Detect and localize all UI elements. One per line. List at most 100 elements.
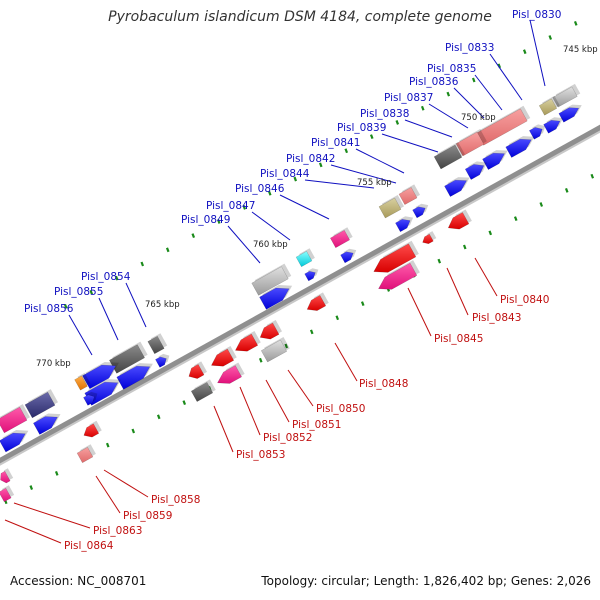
gene-features — [0, 83, 582, 503]
tick-mark — [140, 261, 145, 267]
accession-text: Accession: NC_008701 — [10, 574, 147, 588]
genome-summary-text: Topology: circular; Length: 1,826,402 bp… — [261, 574, 591, 588]
gene-label: Pisl_0854 — [81, 271, 131, 283]
leader-line — [279, 194, 330, 220]
gene-feature — [378, 260, 420, 290]
tick-mark — [267, 190, 272, 196]
gene-feature — [340, 248, 357, 264]
tick-mark — [446, 91, 451, 97]
backbone-shadow — [0, 129, 600, 466]
leader-line — [125, 282, 147, 328]
gene-label: Pisl_0835 — [427, 63, 476, 75]
gene-feature — [433, 142, 465, 170]
gene-feature — [444, 177, 470, 197]
tick-mark — [573, 20, 578, 26]
leader-line — [404, 119, 453, 138]
gene-feature — [398, 184, 421, 205]
leader-line — [103, 469, 149, 498]
tick-mark — [165, 247, 170, 253]
gene-label: Pisl_0855 — [54, 286, 103, 298]
gene-feature — [188, 361, 208, 379]
tick-mark — [54, 471, 59, 476]
gene-feature — [412, 203, 429, 219]
tick-mark — [293, 176, 298, 182]
gene-feature — [82, 362, 119, 390]
gene-feature — [74, 372, 91, 391]
leader-line — [68, 314, 93, 356]
leader-line — [529, 19, 546, 87]
gene-feature — [0, 404, 31, 434]
tick-mark — [564, 187, 569, 193]
tick-mark — [590, 173, 595, 179]
tick-mark — [344, 148, 349, 154]
gene-feature — [558, 104, 582, 123]
scale-label: 770 kbp — [36, 359, 71, 369]
gene-label: Pisl_0848 — [359, 378, 408, 390]
gene-feature — [259, 319, 283, 340]
tick-mark — [258, 357, 263, 363]
gene-label: Pisl_0845 — [434, 333, 483, 345]
gene-feature — [395, 216, 414, 233]
label-leader-lines — [4, 19, 546, 544]
leader-line — [213, 405, 234, 453]
gene-feature — [155, 353, 170, 368]
leader-line — [489, 53, 523, 101]
gene-label: Pisl_0851 — [292, 419, 341, 431]
scale-label: 750 kbp — [461, 113, 496, 123]
gene-feature — [260, 336, 290, 363]
tick-mark — [539, 202, 544, 207]
gene-feature — [259, 285, 293, 310]
map-title: Pyrobaculum islandicum DSM 4184, complet… — [108, 9, 492, 25]
gene-label: Pisl_0842 — [286, 153, 335, 165]
gene-feature — [304, 268, 319, 282]
tick-mark — [395, 120, 400, 125]
tick-mark — [462, 244, 467, 250]
gene-feature — [538, 95, 560, 116]
gene-label: Pisl_0830 — [512, 9, 561, 21]
gene-label: Pisl_0839 — [337, 122, 386, 134]
tick-mark — [105, 442, 110, 448]
gene-feature — [109, 341, 148, 374]
gene-label: Pisl_0858 — [151, 494, 200, 506]
gene-feature — [373, 240, 419, 273]
gene-label: Pisl_0852 — [263, 432, 312, 444]
gene-label: Pisl_0847 — [206, 200, 255, 212]
gene-feature — [76, 444, 96, 464]
leader-line — [407, 287, 432, 337]
tick-mark — [420, 105, 425, 111]
tick-mark — [522, 49, 527, 55]
gene-feature — [482, 150, 508, 170]
leader-line — [428, 103, 469, 129]
gene-feature — [251, 263, 292, 296]
leader-line — [265, 379, 290, 423]
tick-mark — [131, 428, 136, 434]
scale-label: 745 kbp — [563, 45, 598, 55]
tick-mark — [437, 258, 442, 264]
tick-mark — [156, 414, 161, 420]
gene-label: Pisl_0840 — [500, 294, 549, 306]
scale-label: 755 kbp — [357, 178, 392, 188]
tick-mark — [335, 315, 340, 321]
tick-mark — [63, 304, 68, 309]
leader-line — [98, 297, 119, 341]
tick-mark — [513, 216, 518, 222]
gene-feature — [378, 194, 405, 219]
gene-label: Pisl_0841 — [311, 137, 360, 149]
tick-mark — [29, 485, 34, 490]
tick-mark — [216, 219, 221, 224]
gene-label: Pisl_0846 — [235, 183, 285, 195]
scale-label: 765 kbp — [145, 300, 180, 310]
tick-mark — [318, 162, 323, 168]
leader-line — [334, 342, 358, 382]
tick-mark — [114, 275, 119, 281]
leader-line — [287, 369, 314, 407]
gene-label: Pisl_0856 — [24, 303, 74, 315]
gene-label: Pisl_0844 — [260, 168, 310, 180]
gene-feature — [329, 227, 353, 249]
gene-feature — [116, 363, 153, 390]
gene-feature — [217, 362, 245, 384]
leader-line — [330, 164, 397, 184]
gene-feature — [543, 117, 563, 134]
